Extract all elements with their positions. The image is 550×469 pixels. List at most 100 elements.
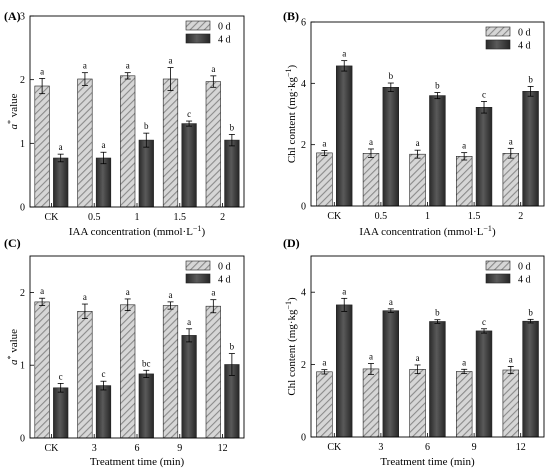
legend-label: 4 d [218, 275, 231, 286]
x-tick-label: 1 [425, 211, 430, 222]
x-axis-label: Treatment time (min) [90, 456, 185, 468]
bar-day0-4 [502, 153, 519, 207]
x-tick-label: CK [327, 442, 342, 453]
x-tick-label: 6 [425, 442, 430, 453]
bar-day0-1 [77, 78, 93, 208]
bar-day0-1 [362, 153, 380, 207]
y-tick-label: 2 [301, 140, 306, 151]
significance-letter: a [126, 287, 130, 297]
bar-day0-0 [34, 301, 50, 439]
significance-letter: c [101, 369, 105, 379]
x-tick-label: CK [327, 211, 342, 222]
y-axis-label-part: * [6, 356, 15, 360]
significance-letter: c [59, 371, 63, 381]
bar-day4-4 [224, 139, 240, 208]
significance-letter: a [126, 61, 130, 71]
bar-day0-2 [409, 153, 426, 207]
panel-label: (C) [4, 236, 21, 250]
x-axis-label: IAA concentration (mmol·L−1) [69, 224, 206, 239]
x-axis-label-part: IAA concentration (mmol·L [69, 226, 193, 238]
bar-day0-1 [362, 368, 380, 438]
y-tick-label: 1 [20, 361, 25, 372]
legend-swatch-day0 [485, 260, 511, 271]
significance-letter: a [169, 290, 173, 300]
x-axis-label-part: −1 [193, 224, 202, 233]
y-axis-label: Chl content (mg·kg−1) [284, 297, 299, 396]
y-axis-label-part: value [8, 93, 20, 120]
x-tick-label: 0.5 [88, 212, 101, 223]
bar-day0-3 [162, 78, 179, 208]
y-tick-label: 2 [20, 75, 25, 86]
chart-panel-2: (B) a a a a a a b b c b 0 2 4 6 CK 0.5 1 1.5 2 0 d 4 d [283, 9, 545, 222]
significance-letter: a [83, 292, 87, 302]
x-tick-label: 1.5 [174, 212, 187, 223]
y-axis-label-part: −1 [284, 301, 293, 310]
legend-swatch-day0 [185, 20, 211, 31]
significance-letter: bc [142, 358, 151, 368]
y-axis-label-part: ) [286, 297, 298, 301]
significance-letter: a [40, 286, 44, 296]
legend-label: 4 d [218, 35, 231, 46]
x-axis-label-part: −1 [483, 224, 492, 233]
significance-letter: a [211, 64, 215, 74]
legend-label: 0 d [218, 262, 231, 273]
significance-letter: b [435, 308, 440, 318]
significance-letter: a [211, 288, 215, 298]
legend-label: 0 d [218, 22, 231, 33]
legend-label: 0 d [518, 28, 531, 39]
legend-swatch-day4 [185, 33, 211, 44]
bar-day4-2 [138, 373, 154, 439]
significance-letter: c [482, 89, 486, 99]
significance-letter: a [342, 286, 346, 296]
bar-day0-0 [34, 85, 50, 208]
x-tick-label: 9 [472, 442, 477, 453]
significance-letter: b [389, 71, 394, 81]
x-axis-label-part: IAA concentration (mmol·L [359, 226, 483, 238]
y-axis-label-part: a [8, 124, 20, 130]
significance-letter: b [144, 121, 149, 131]
chart-panel-1: (A) a a a a a a a b c b 0 1 2 3 CK 0.5 1 1.5 2 0 d 4 d [4, 9, 245, 223]
x-axis-label-part: ) [201, 226, 205, 238]
x-tick-label: 1 [135, 212, 140, 223]
significance-letter: a [322, 358, 326, 368]
panel-label: (D) [283, 236, 300, 250]
bar-day4-0 [335, 304, 353, 438]
significance-letter: b [230, 342, 235, 352]
legend-label: 0 d [518, 262, 531, 273]
y-tick-label: 0 [301, 202, 306, 213]
legend-swatch-day0 [185, 260, 211, 271]
significance-letter: a [369, 352, 373, 362]
chart-panel-4: (D) a a a a a a a b c b 0 2 4 CK 3 6 9 12 0 d 4 d [283, 236, 545, 453]
bar-day0-2 [409, 368, 426, 438]
legend-swatch-day0 [485, 26, 511, 37]
bar-day0-4 [502, 369, 519, 438]
y-axis-label-part: Chl content (mg·kg [286, 77, 298, 164]
y-axis-label-part: * [6, 120, 15, 124]
bar-day4-2 [429, 321, 446, 438]
bar-day4-3 [475, 330, 493, 438]
bar-day0-2 [120, 304, 136, 439]
significance-letter: a [389, 297, 393, 307]
significance-letter: c [482, 317, 486, 327]
bar-day0-3 [455, 371, 473, 438]
x-tick-label: 6 [135, 443, 140, 454]
significance-letter: b [528, 307, 533, 317]
bar-day4-0 [53, 157, 69, 208]
significance-letter: a [509, 354, 513, 364]
legend-swatch-day4 [485, 39, 511, 50]
y-axis-label-part: Chl content (mg·kg [286, 309, 298, 396]
bar-day4-2 [429, 95, 446, 207]
bar-day0-0 [316, 371, 333, 438]
legend-swatch-day4 [185, 273, 211, 284]
bar-day0-1 [77, 310, 93, 439]
x-axis-label-part: ) [492, 226, 496, 238]
bar-day4-3 [181, 335, 197, 439]
y-axis-label-part: a [8, 359, 20, 365]
y-axis-label-part: ) [286, 65, 298, 69]
significance-letter: a [322, 139, 326, 149]
y-tick-label: 2 [301, 360, 306, 371]
x-tick-label: 1.5 [468, 211, 481, 222]
x-axis-label: Treatment time (min) [380, 456, 475, 468]
x-tick-label: 3 [378, 442, 383, 453]
